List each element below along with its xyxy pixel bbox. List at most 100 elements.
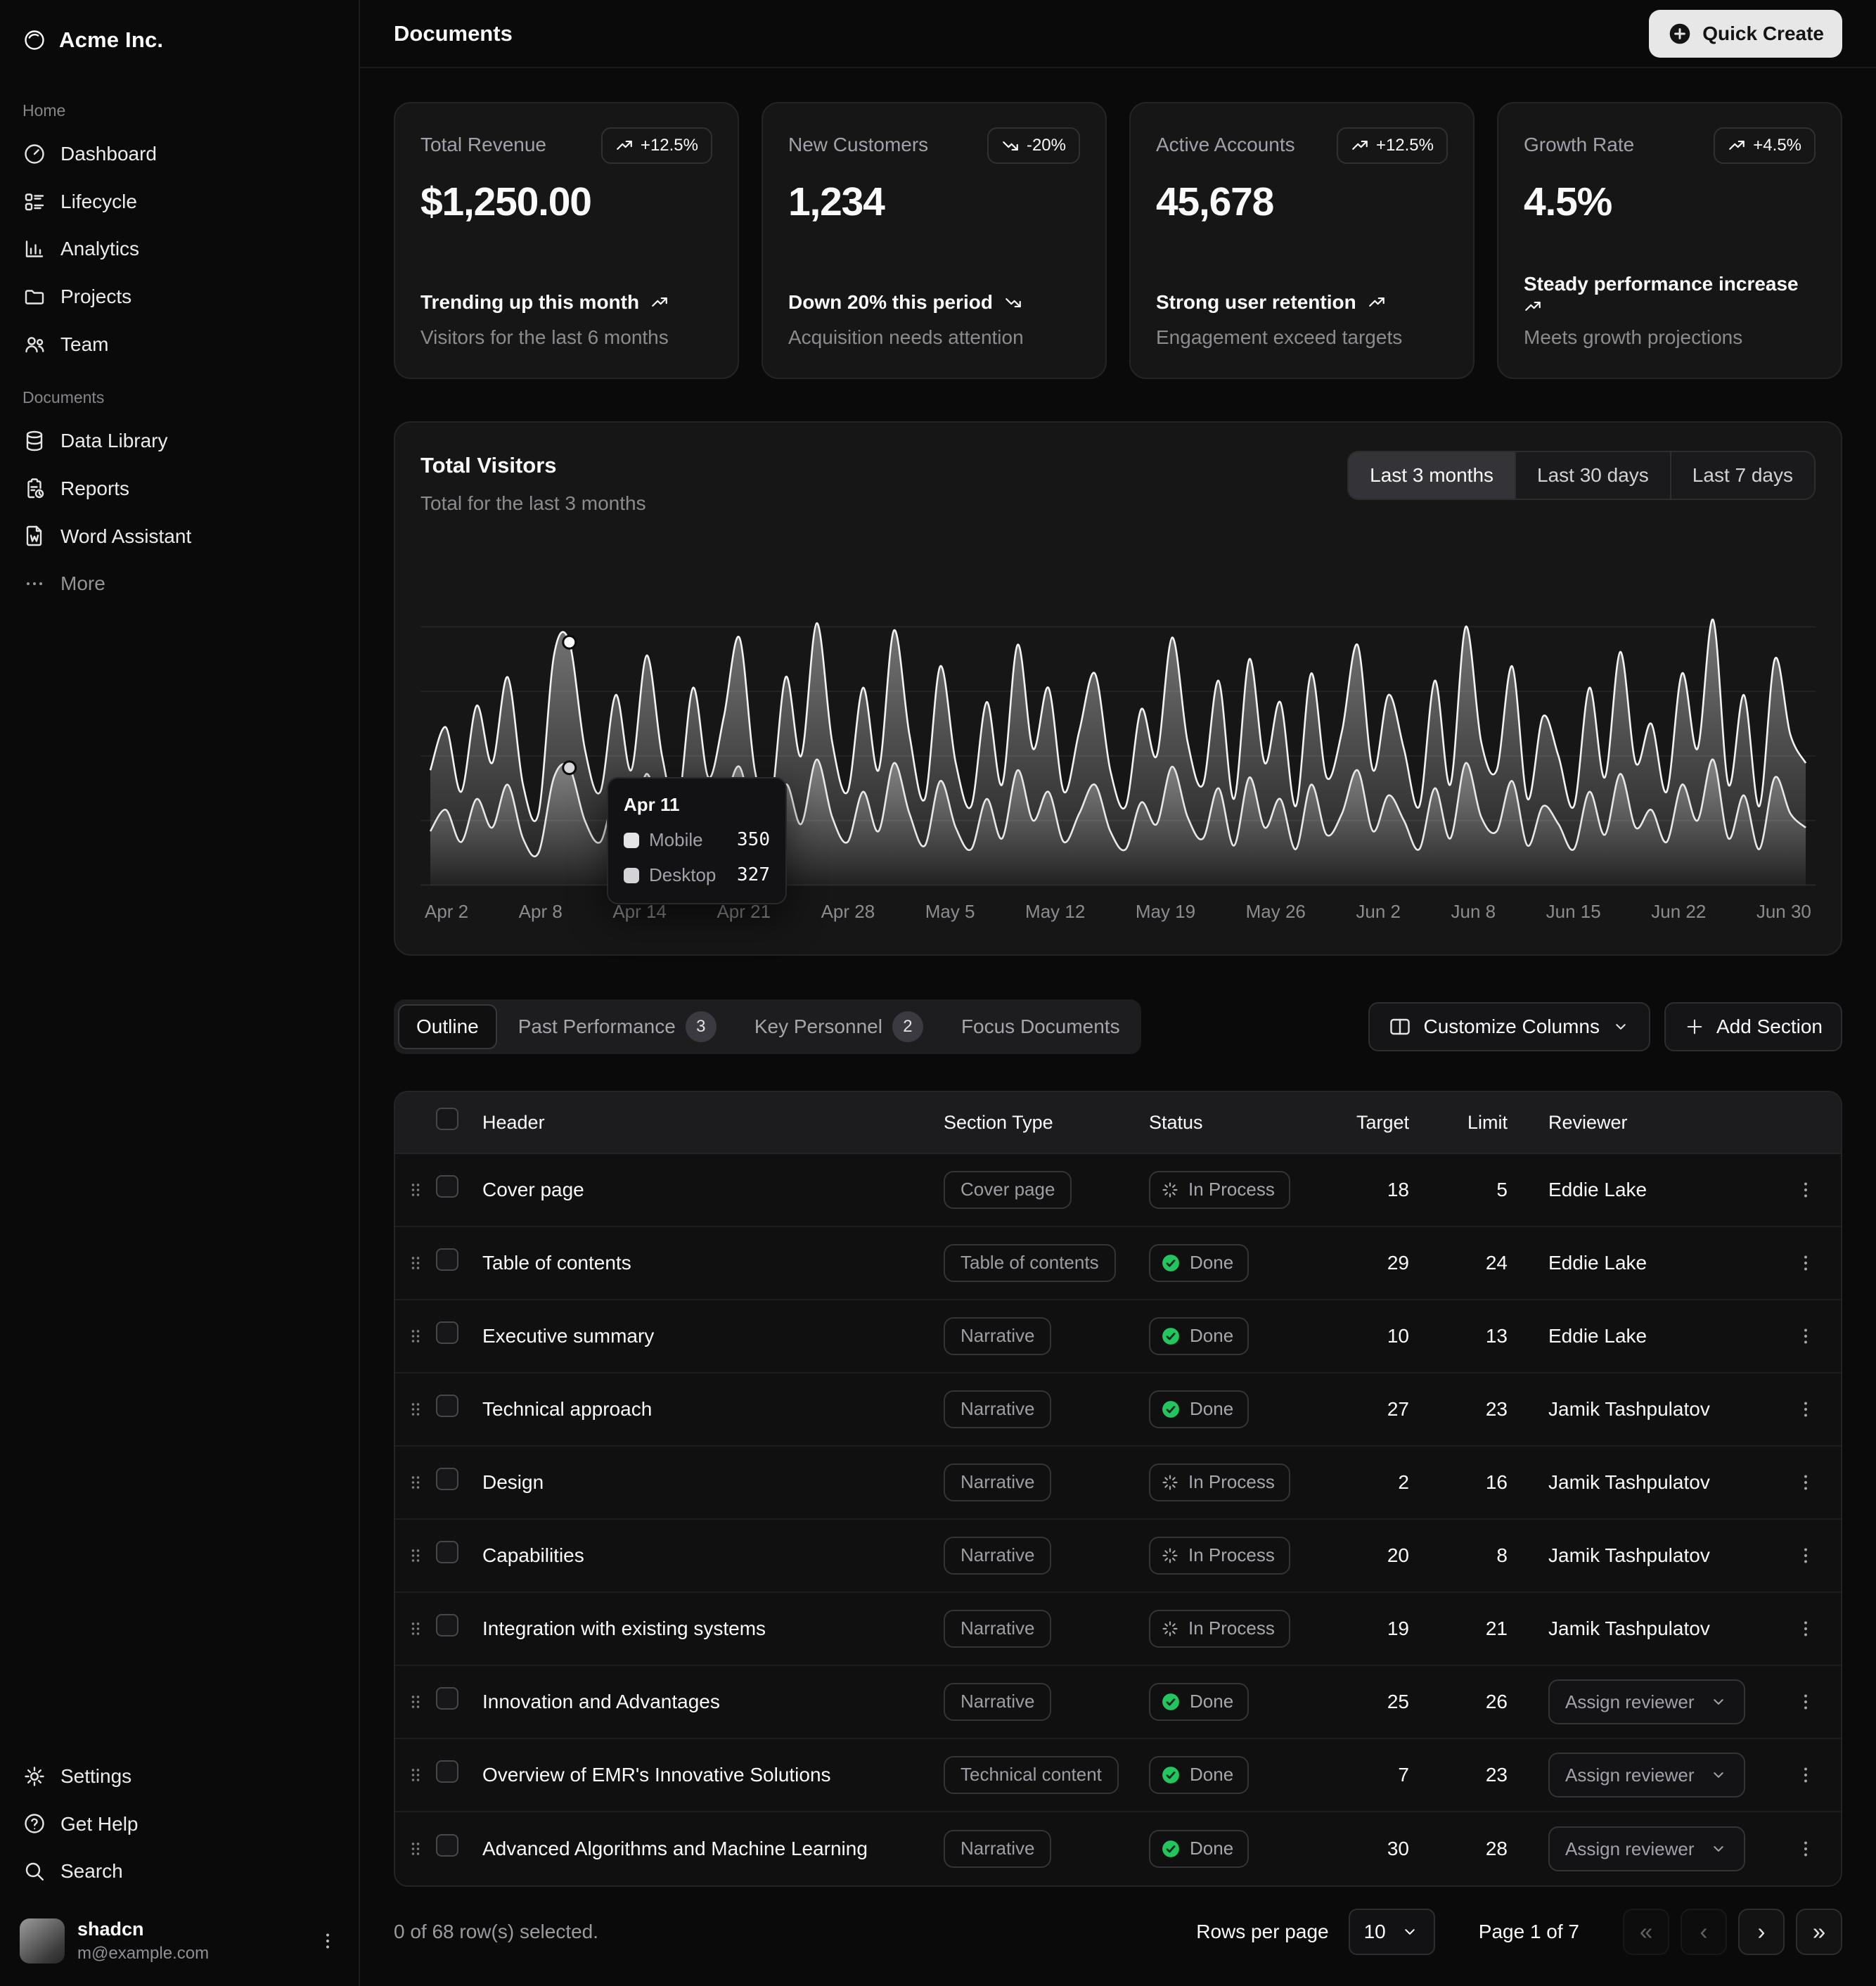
sidebar-item-more[interactable]: More: [11, 560, 347, 608]
limit-value[interactable]: 8: [1496, 1544, 1508, 1567]
row-checkbox[interactable]: [436, 1248, 458, 1271]
drag-handle-icon[interactable]: [405, 1764, 426, 1786]
row-checkbox[interactable]: [436, 1541, 458, 1564]
row-checkbox[interactable]: [436, 1395, 458, 1418]
period-toggle-last-7-days[interactable]: Last 7 days: [1669, 452, 1814, 499]
sidebar-item-settings[interactable]: Settings: [11, 1753, 347, 1800]
target-value[interactable]: 2: [1398, 1471, 1409, 1494]
row-checkbox[interactable]: [436, 1760, 458, 1783]
row-actions-button[interactable]: [1794, 1764, 1817, 1786]
row-actions-button[interactable]: [1794, 1179, 1817, 1201]
row-header[interactable]: Executive summary: [482, 1325, 655, 1347]
row-header[interactable]: Innovation and Advantages: [482, 1691, 720, 1713]
sidebar-item-reports[interactable]: Reports: [11, 465, 347, 513]
target-value[interactable]: 10: [1387, 1325, 1409, 1347]
row-header[interactable]: Advanced Algorithms and Machine Learning: [482, 1838, 868, 1860]
target-value[interactable]: 19: [1387, 1617, 1409, 1640]
next-page-button[interactable]: ›: [1738, 1909, 1785, 1955]
sidebar-item-get-help[interactable]: Get Help: [11, 1800, 347, 1848]
user-menu[interactable]: shadcn m@example.com: [11, 1908, 347, 1973]
limit-value[interactable]: 23: [1485, 1398, 1508, 1421]
row-checkbox[interactable]: [436, 1175, 458, 1198]
tab-focus-documents[interactable]: Focus Documents: [961, 1016, 1120, 1038]
sidebar-item-analytics[interactable]: Analytics: [11, 225, 347, 273]
target-value[interactable]: 29: [1387, 1252, 1409, 1274]
column-header-header[interactable]: Header: [482, 1111, 545, 1133]
row-header[interactable]: Table of contents: [482, 1252, 631, 1274]
target-value[interactable]: 20: [1387, 1544, 1409, 1567]
period-toggle-last-3-months[interactable]: Last 3 months: [1349, 452, 1515, 499]
previous-page-button[interactable]: ‹: [1681, 1909, 1727, 1955]
column-header-section-type[interactable]: Section Type: [944, 1111, 1053, 1133]
drag-handle-icon[interactable]: [405, 1618, 426, 1639]
drag-handle-icon[interactable]: [405, 1179, 426, 1200]
row-actions-button[interactable]: [1794, 1471, 1817, 1494]
limit-value[interactable]: 21: [1485, 1617, 1508, 1640]
sidebar-item-lifecycle[interactable]: Lifecycle: [11, 178, 347, 226]
row-actions-button[interactable]: [1794, 1252, 1817, 1274]
row-actions-button[interactable]: [1794, 1691, 1817, 1713]
tab-past-performance[interactable]: Past Performance 3: [501, 1004, 733, 1049]
target-value[interactable]: 25: [1387, 1691, 1409, 1713]
drag-handle-icon[interactable]: [405, 1326, 426, 1347]
customize-columns-button[interactable]: Customize Columns: [1368, 1002, 1650, 1051]
row-header[interactable]: Technical approach: [482, 1398, 653, 1421]
first-page-button[interactable]: «: [1623, 1909, 1669, 1955]
row-header[interactable]: Overview of EMR's Innovative Solutions: [482, 1764, 831, 1786]
drag-handle-icon[interactable]: [405, 1253, 426, 1274]
column-header-status[interactable]: Status: [1149, 1111, 1203, 1133]
limit-value[interactable]: 28: [1485, 1838, 1508, 1860]
drag-handle-icon[interactable]: [405, 1691, 426, 1712]
limit-value[interactable]: 16: [1485, 1471, 1508, 1494]
rows-per-page-select[interactable]: 10: [1348, 1909, 1435, 1955]
row-checkbox[interactable]: [436, 1468, 458, 1491]
assign-reviewer-select[interactable]: Assign reviewer: [1548, 1679, 1745, 1724]
drag-handle-icon[interactable]: [405, 1399, 426, 1420]
limit-value[interactable]: 5: [1496, 1179, 1508, 1201]
assign-reviewer-select[interactable]: Assign reviewer: [1548, 1753, 1745, 1798]
select-all-checkbox[interactable]: [436, 1108, 458, 1131]
row-checkbox[interactable]: [436, 1834, 458, 1857]
row-header[interactable]: Integration with existing systems: [482, 1617, 766, 1640]
row-actions-button[interactable]: [1794, 1325, 1817, 1347]
target-value[interactable]: 7: [1398, 1764, 1409, 1786]
drag-handle-icon[interactable]: [405, 1472, 426, 1493]
limit-value[interactable]: 24: [1485, 1252, 1508, 1274]
target-value[interactable]: 18: [1387, 1179, 1409, 1201]
sidebar-item-data-library[interactable]: Data Library: [11, 417, 347, 465]
row-header[interactable]: Cover page: [482, 1179, 584, 1201]
drag-handle-icon[interactable]: [405, 1838, 426, 1859]
org-switcher[interactable]: Acme Inc.: [11, 14, 347, 66]
drag-handle-icon[interactable]: [405, 1545, 426, 1566]
target-value[interactable]: 30: [1387, 1838, 1409, 1860]
row-actions-button[interactable]: [1794, 1544, 1817, 1567]
last-page-button[interactable]: »: [1796, 1909, 1842, 1955]
column-header-target[interactable]: Target: [1356, 1111, 1409, 1133]
sidebar-item-projects[interactable]: Projects: [11, 273, 347, 321]
row-checkbox[interactable]: [436, 1614, 458, 1637]
quick-create-button[interactable]: Quick Create: [1649, 9, 1842, 58]
row-header[interactable]: Design: [482, 1471, 544, 1494]
limit-value[interactable]: 26: [1485, 1691, 1508, 1713]
limit-value[interactable]: 13: [1485, 1325, 1508, 1347]
add-section-button[interactable]: Add Section: [1664, 1002, 1842, 1051]
tab-outline[interactable]: Outline: [398, 1004, 497, 1049]
tab-key-personnel[interactable]: Key Personnel 2: [738, 1004, 940, 1049]
row-header[interactable]: Capabilities: [482, 1544, 584, 1567]
sidebar-item-team[interactable]: Team: [11, 321, 347, 369]
target-value[interactable]: 27: [1387, 1398, 1409, 1421]
sidebar-item-search[interactable]: Search: [11, 1847, 347, 1895]
column-header-limit[interactable]: Limit: [1467, 1111, 1508, 1133]
row-checkbox[interactable]: [436, 1321, 458, 1345]
row-actions-button[interactable]: [1794, 1838, 1817, 1860]
row-actions-button[interactable]: [1794, 1398, 1817, 1421]
period-toggle-last-30-days[interactable]: Last 30 days: [1515, 452, 1670, 499]
sidebar-item-dashboard[interactable]: Dashboard: [11, 130, 347, 178]
x-axis-tick: May 5: [925, 901, 975, 922]
row-checkbox[interactable]: [436, 1687, 458, 1710]
assign-reviewer-select[interactable]: Assign reviewer: [1548, 1826, 1745, 1871]
limit-value[interactable]: 23: [1485, 1764, 1508, 1786]
sidebar-item-word-assistant[interactable]: Word Assistant: [11, 513, 347, 560]
row-actions-button[interactable]: [1794, 1617, 1817, 1640]
column-header-reviewer[interactable]: Reviewer: [1548, 1111, 1628, 1133]
